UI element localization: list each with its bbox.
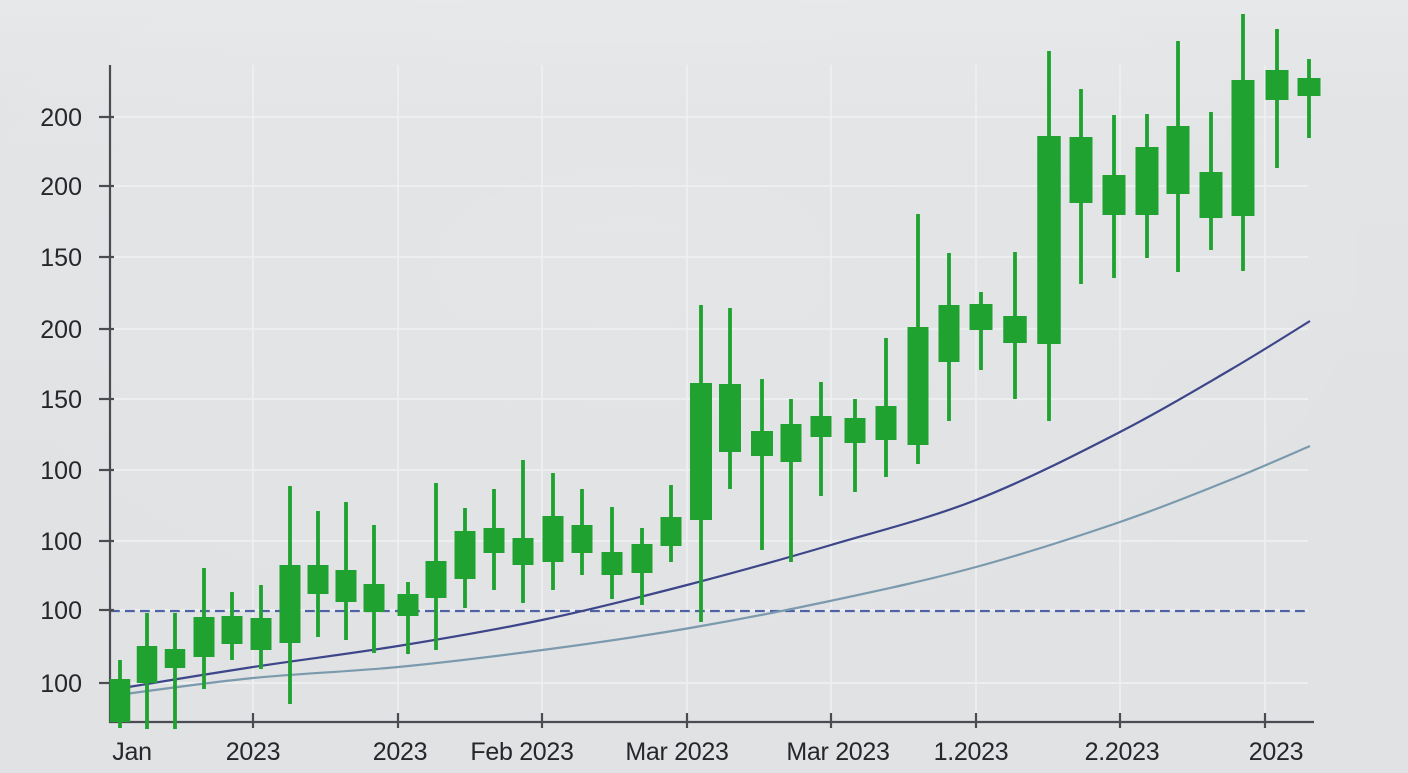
svg-text:2.2023: 2.2023 [1085,738,1160,766]
svg-text:2023: 2023 [226,738,280,766]
svg-text:2023: 2023 [1249,738,1303,766]
svg-text:100: 100 [40,670,82,698]
svg-text:Feb 2023: Feb 2023 [470,738,573,766]
svg-text:200: 200 [40,316,82,344]
svg-text:100: 100 [40,597,82,625]
svg-text:2023: 2023 [373,738,427,766]
svg-text:150: 150 [40,244,82,272]
svg-text:Jan: Jan [112,738,151,766]
svg-text:Mar 2023: Mar 2023 [786,738,889,766]
svg-text:150: 150 [40,386,82,414]
svg-text:200: 200 [40,104,82,132]
svg-text:100: 100 [40,528,82,556]
svg-text:1.2023: 1.2023 [934,738,1009,766]
svg-text:100: 100 [40,457,82,485]
svg-text:Mar 2023: Mar 2023 [625,738,728,766]
svg-text:200: 200 [40,173,82,201]
